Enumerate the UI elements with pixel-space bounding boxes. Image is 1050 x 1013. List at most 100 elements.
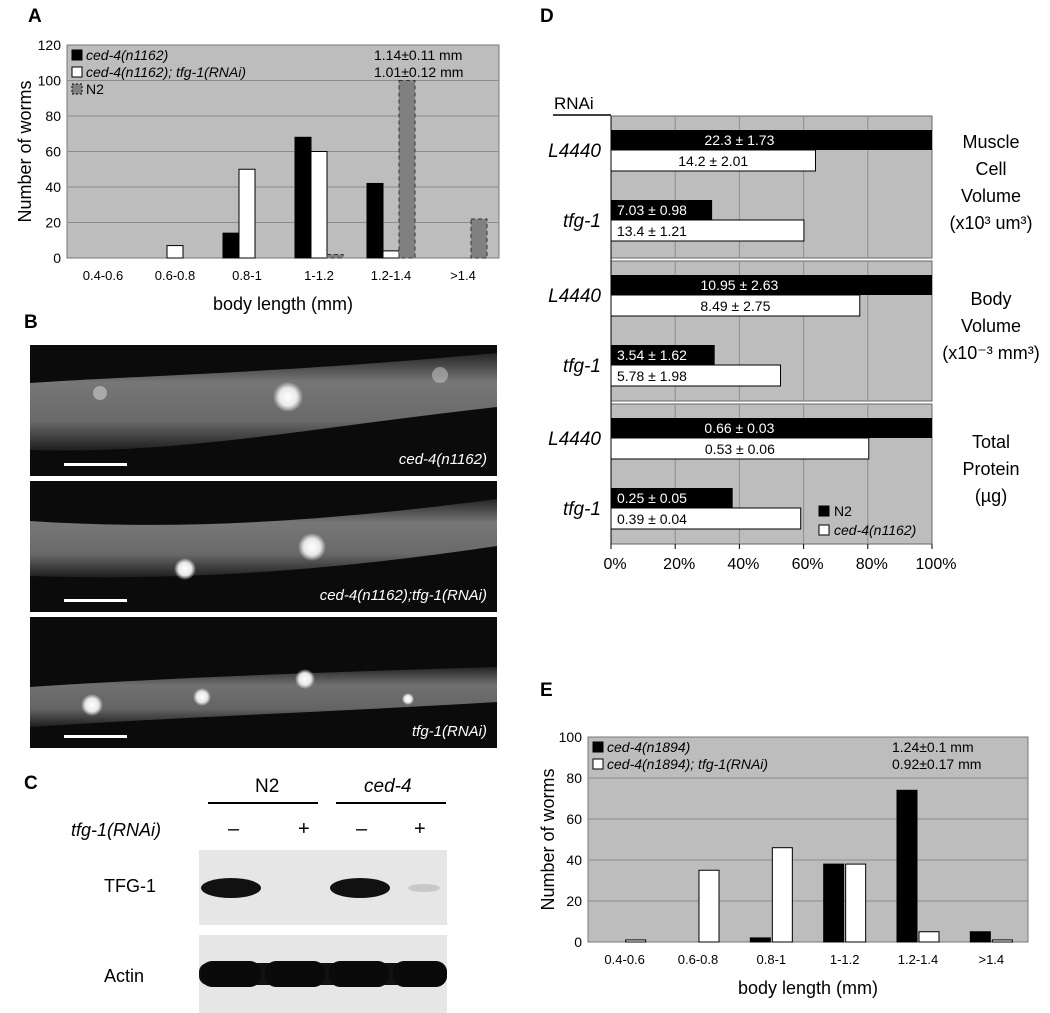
y-tick-label: 120 — [38, 37, 62, 53]
legend-label: ced-4(n1162) — [86, 47, 168, 63]
group-label: Cell — [975, 159, 1006, 179]
bar — [625, 939, 647, 943]
chart-e-histogram: 0 20 40 60 80 100 0.4-0.6 0.6-0.8 0.8-1 1-1.2 1.2-… — [538, 729, 1029, 998]
x-tick-label: 40% — [727, 556, 759, 573]
y-tick-label: 0 — [53, 250, 61, 266]
x-tick-label: 1.2-1.4 — [898, 952, 938, 967]
y-axis-label: Number of worms — [538, 768, 558, 910]
x-tick-label: 1-1.2 — [830, 952, 860, 967]
bar-n2-value: 7.03 ± 0.98 — [617, 202, 687, 218]
blot-sign-1: – — [228, 818, 240, 840]
x-tick-label: 0.6-0.8 — [678, 952, 718, 967]
bar — [366, 182, 384, 259]
bar — [823, 863, 845, 943]
legend-swatch — [71, 66, 83, 78]
x-axis-label: body length (mm) — [213, 294, 353, 314]
legend-label: ced-4(n1162); tfg-1(RNAi) — [86, 64, 246, 80]
blot-sign-2: + — [298, 818, 310, 840]
group-label: Body — [970, 289, 1011, 309]
scale-bar — [64, 599, 127, 602]
y-tick-label: 0 — [574, 934, 582, 950]
legend-label: N2 — [86, 81, 104, 97]
group-label: Volume — [961, 316, 1021, 336]
x-tick-label: 60% — [792, 556, 824, 573]
bar-ced4-value: 0.53 ± 0.06 — [705, 441, 775, 457]
y-axis-label: Number of worms — [15, 80, 35, 222]
bar — [918, 931, 940, 943]
rnai-header: RNAi — [554, 94, 594, 113]
x-tick-label: 0.8-1 — [757, 952, 787, 967]
rnai-row-label: tfg-1 — [563, 211, 601, 232]
blot-bands-actin — [199, 961, 447, 987]
blot-sign-4: + — [414, 818, 426, 840]
micrograph-ced4-tfg1: ced-4(n1162);tfg-1(RNAi) — [30, 481, 497, 612]
blot-band-label-actin: Actin — [104, 966, 145, 986]
micrograph-label: ced-4(n1162) — [398, 451, 487, 468]
bar-n2-value: 0.25 ± 0.05 — [617, 490, 687, 506]
bar — [310, 151, 328, 259]
bar-n2 — [611, 200, 713, 220]
panel-label-d: D — [540, 6, 554, 27]
blot-bands-tfg1 — [201, 878, 440, 898]
bar — [398, 80, 416, 259]
y-tick-label: 100 — [38, 73, 62, 89]
bar-ced4-value: 13.4 ± 1.21 — [617, 223, 687, 239]
blot-rnai-label: tfg-1(RNAi) — [71, 820, 162, 840]
x-tick-label: 100% — [916, 556, 957, 573]
bar — [294, 136, 312, 259]
bar-ced4-value: 14.2 ± 2.01 — [678, 153, 748, 169]
micrograph-label: tfg-1(RNAi) — [411, 723, 487, 740]
legend-label: ced-4(n1894) — [607, 739, 690, 755]
bar — [238, 168, 256, 259]
legend-label: N2 — [834, 503, 852, 519]
legend-label: ced-4(n1894); tfg-1(RNAi) — [607, 756, 768, 772]
legend-swatch — [818, 524, 830, 536]
legend-stat: 1.24±0.1 mm — [892, 739, 974, 755]
rnai-row-label: L4440 — [548, 141, 601, 162]
bar — [326, 253, 344, 259]
group-label: Total — [972, 432, 1010, 452]
group-label: Protein — [962, 459, 1019, 479]
blot-band-label-tfg1: TFG-1 — [104, 876, 156, 896]
chart-d-horizontal-bars: RNAi L4440 22.3 ± 1.73 14.2 ± 2.01 tfg-1 7.03… — [548, 94, 1040, 573]
bar — [896, 789, 918, 943]
worm-image — [30, 353, 497, 451]
bar-ced4-value: 0.39 ± 0.04 — [617, 511, 687, 527]
x-tick-label: 1-1.2 — [304, 268, 334, 283]
y-tick-label: 40 — [45, 179, 61, 195]
blot-group-n2-line — [208, 802, 318, 804]
legend-stat: 1.01±0.12 mm — [374, 64, 463, 80]
bar-ced4-value: 8.49 ± 2.75 — [700, 298, 770, 314]
panel-label-b: B — [24, 312, 38, 333]
x-tick-label: 0.6-0.8 — [155, 268, 195, 283]
legend-swatch — [592, 741, 604, 753]
legend-swatch — [71, 83, 83, 95]
bar — [222, 232, 240, 259]
legend-stat: 1.14±0.11 mm — [374, 47, 462, 63]
group-label: Muscle — [962, 132, 1019, 152]
y-tick-label: 60 — [45, 144, 61, 160]
bar-n2-value: 22.3 ± 1.73 — [704, 132, 774, 148]
x-tick-label: 0% — [603, 556, 626, 573]
y-tick-label: 60 — [566, 811, 582, 827]
group-label: Volume — [961, 186, 1021, 206]
x-tick-label: 20% — [663, 556, 695, 573]
group-label: (x10⁻³ mm³) — [942, 343, 1040, 363]
blot-group-ced4: ced-4 — [364, 776, 412, 797]
bar — [969, 931, 991, 943]
blot-group-ced4-line — [336, 802, 446, 804]
bar-n2 — [611, 488, 733, 508]
blot-sign-3: – — [356, 818, 368, 840]
rnai-row-label: tfg-1 — [563, 499, 601, 520]
micrograph-label: ced-4(n1162);tfg-1(RNAi) — [319, 587, 487, 604]
bar-n2 — [611, 130, 932, 150]
x-tick-label: >1.4 — [978, 952, 1004, 967]
micrograph-tfg1: tfg-1(RNAi) — [30, 617, 497, 748]
scale-bar — [64, 735, 127, 738]
legend-label: ced-4(n1162) — [834, 522, 916, 538]
x-tick-label: 0.4-0.6 — [604, 952, 644, 967]
x-axis-label: body length (mm) — [738, 978, 878, 998]
bar-ced4-value: 5.78 ± 1.98 — [617, 368, 687, 384]
x-tick-label: 1.2-1.4 — [371, 268, 411, 283]
plot-area — [587, 736, 1029, 943]
